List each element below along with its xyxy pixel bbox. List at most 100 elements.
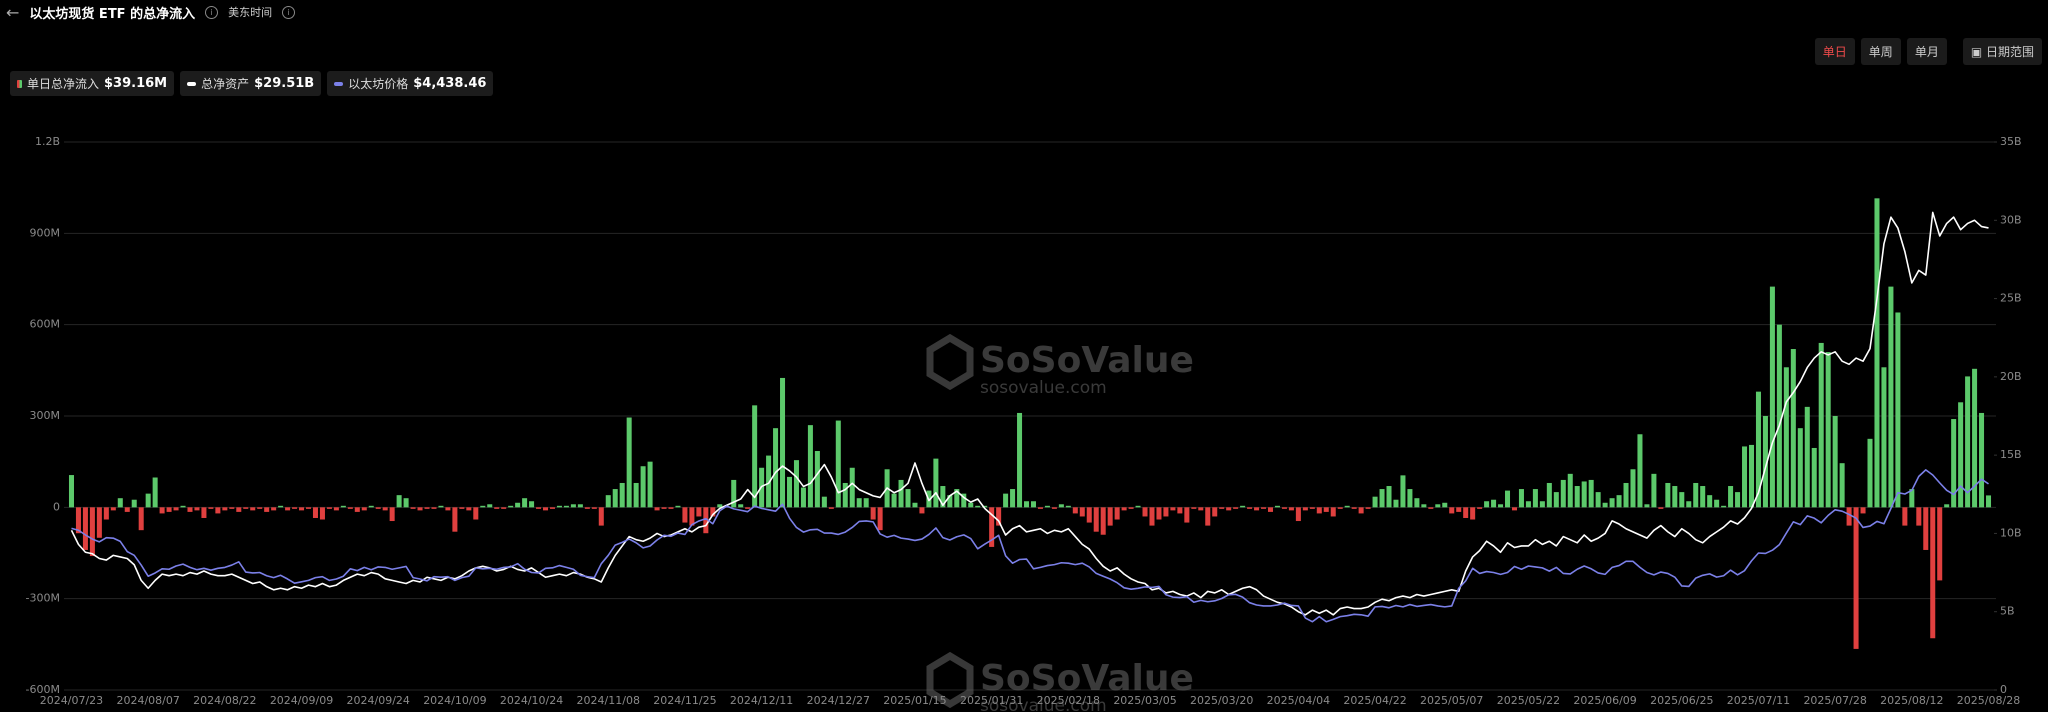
bar [731,479,737,508]
back-button[interactable]: ← [6,2,20,22]
x-tick-label: 2025/06/09 [1573,694,1636,707]
bar [703,507,709,534]
bar [835,420,841,508]
controls: 单日 单周 单月 ▣ 日期范围 [1814,38,2042,65]
info-icon[interactable]: i [205,5,219,19]
legend-swatch [334,81,344,86]
x-tick-label: 2024/10/24 [500,694,563,707]
bar [905,489,911,508]
x-tick-label: 2025/08/12 [1880,694,1943,707]
y2-tick-label: 30B [2000,213,2022,226]
bar [152,477,158,508]
bar [1505,490,1511,508]
bar [1149,507,1155,526]
bar [807,425,813,508]
line [71,469,1989,623]
bar [577,504,583,508]
bar [368,505,374,508]
date-range-button[interactable]: ▣ 日期范围 [1962,38,2042,65]
period-button[interactable]: 单日 [1814,38,1855,65]
legend-item[interactable]: 单日总净流入 $39.16M [10,71,175,96]
x-tick-label: 2025/07/11 [1727,694,1790,707]
period-button[interactable]: 单月 [1906,38,1947,65]
bar [1386,486,1392,508]
bar [1986,495,1992,508]
period-button[interactable]: 单周 [1860,38,1901,65]
bar [333,507,339,511]
bar [75,507,81,534]
bar [898,479,904,508]
bar [1065,505,1071,508]
bar [173,507,179,511]
bar [661,507,667,509]
bar [89,507,95,557]
bar [1295,507,1301,522]
bar [1121,507,1127,511]
bar [222,507,228,511]
bar [1247,507,1253,509]
y-tick-label: 0 [53,500,60,513]
y-tick-label: 300M [30,409,61,422]
bar [1574,486,1580,508]
bar [1832,416,1838,508]
bar [1958,402,1964,508]
bar [1769,286,1775,508]
x-tick-label: 2025/05/22 [1497,694,1560,707]
bar [1093,507,1099,532]
bar [1135,505,1141,508]
bar [229,507,235,509]
info-icon[interactable]: i [282,5,296,19]
bar [1198,507,1204,511]
x-tick-label: 2024/12/27 [807,694,870,707]
bar [968,502,974,508]
bar [201,507,207,518]
bar [1079,507,1085,517]
bar [633,482,639,508]
bar [619,482,625,508]
bar [264,507,270,512]
x-tick-label: 2025/03/20 [1190,694,1253,707]
legend: 单日总净流入 $39.16M 总净资产 $29.51B 以太坊价格 $4,438.46 [10,71,494,96]
bar [194,507,200,511]
legend-item[interactable]: 以太坊价格 $4,438.46 [327,71,494,96]
bar [821,496,827,508]
watermark-brand: SoSoValue [980,340,1194,381]
bar [1860,507,1866,514]
bar [675,505,681,508]
bar [710,507,716,517]
bar [1010,489,1016,508]
bar [598,507,604,526]
bar [1930,507,1936,639]
bar [919,507,925,514]
bar [1916,507,1922,526]
bar [647,461,653,508]
bar [292,507,298,509]
bar [403,498,409,508]
legend-item[interactable]: 总净资产 $29.51B [180,71,322,96]
y2-tick-label: 0 [2000,683,2007,696]
x-tick-label: 2025/08/28 [1957,694,2020,707]
bar [1184,507,1190,523]
bar [1281,507,1287,509]
bar [961,493,967,508]
bar [1470,507,1476,520]
bar [738,504,744,508]
bar [473,507,479,520]
bar [1400,475,1406,508]
bar [1477,507,1483,509]
bar [299,507,305,511]
bar [1881,367,1887,508]
y2-tick-label: 20B [2000,370,2022,383]
bar [117,498,123,508]
y-tick-label: 900M [30,226,61,239]
legend-label: 以太坊价格 [348,77,409,91]
bar [1755,391,1761,508]
bar [145,493,151,508]
bar [1630,469,1636,508]
x-tick-label: 2024/08/07 [116,694,179,707]
bar [96,507,102,538]
bar [1979,412,1985,508]
